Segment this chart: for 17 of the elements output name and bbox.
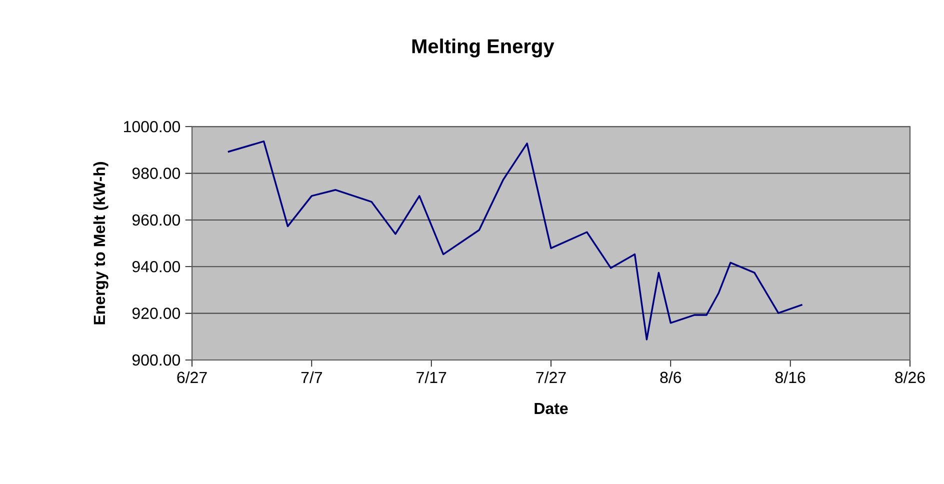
x-tick-label: 6/27 [177, 371, 207, 384]
y-tick-label: 960.00 [132, 214, 180, 226]
x-tick-label: 8/16 [775, 371, 806, 384]
y-axis-title: Energy to Melt (kW-h) [93, 162, 108, 324]
y-tick-label: 920.00 [132, 308, 180, 319]
x-tick-label: 7/17 [416, 371, 446, 384]
y-tick-label: 1000.00 [124, 120, 180, 132]
y-tick-label: 900.00 [132, 354, 180, 366]
x-tick-label: 7/7 [301, 371, 322, 384]
line-series [227, 140, 804, 340]
y-tick-label: 940.00 [132, 260, 180, 272]
x-tick-label: 8/6 [660, 371, 682, 384]
x-tick-label: 8/26 [895, 371, 925, 384]
x-axis-title: Date [534, 402, 568, 414]
y-tick-label: 980.00 [132, 168, 180, 179]
chart-title: Melting Energy [412, 38, 554, 58]
x-tick-label: 7/27 [536, 371, 566, 384]
